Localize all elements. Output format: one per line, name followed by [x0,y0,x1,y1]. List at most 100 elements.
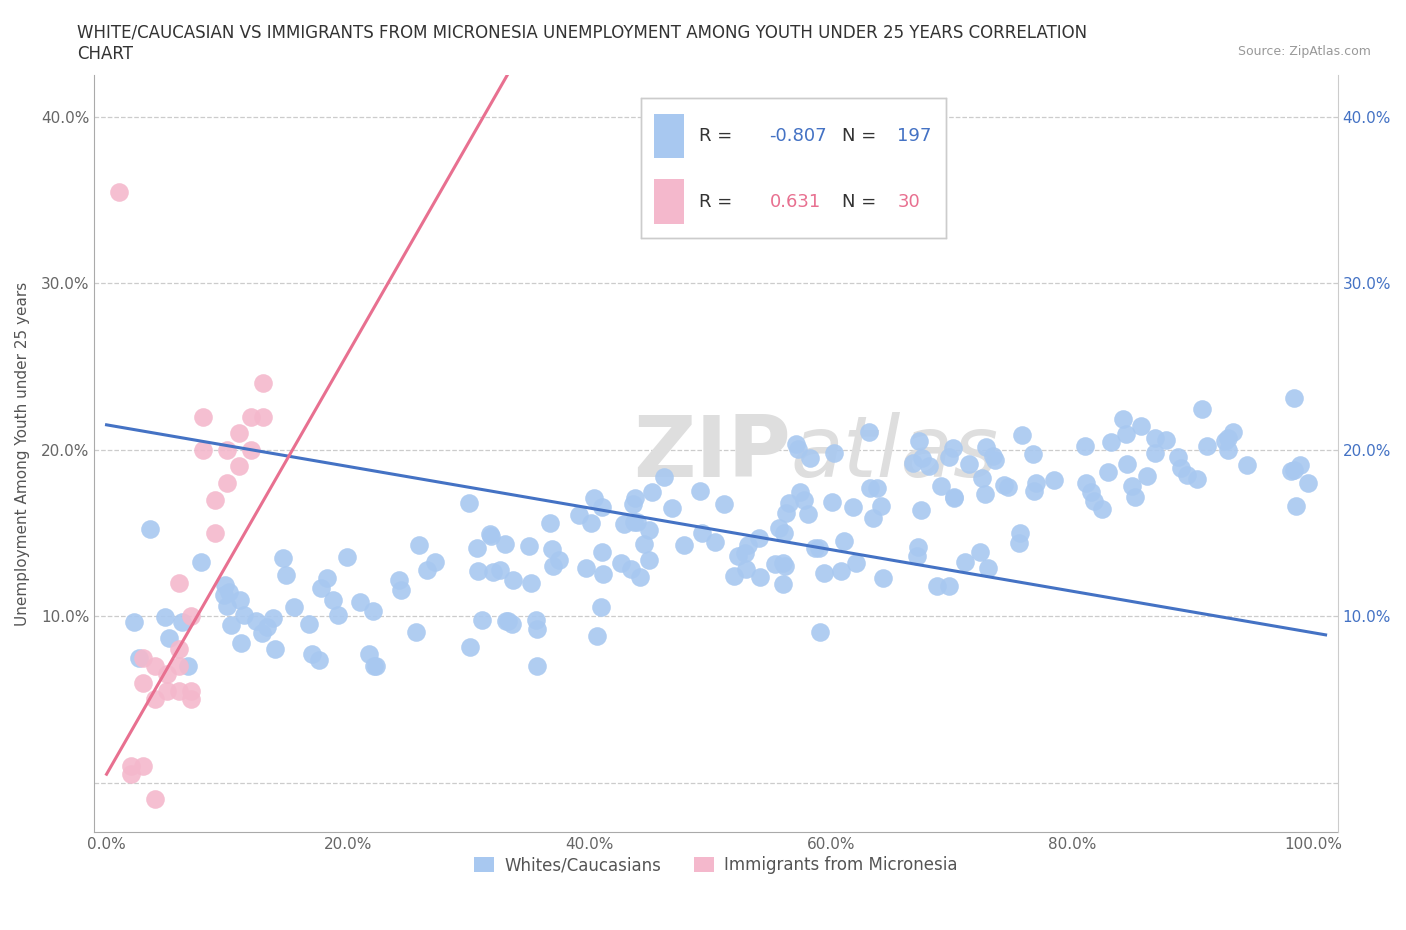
Point [349,594,371,609]
Point [524,613,547,628]
Point [167,684,190,698]
Point [797,506,820,521]
Point [240,443,263,458]
Point [823,445,845,460]
Point [1144,445,1167,460]
Point [107,184,129,199]
Point [938,578,960,593]
Point [540,542,562,557]
Point [308,653,330,668]
Point [723,568,745,583]
Point [1216,443,1239,458]
Point [1170,461,1192,476]
Legend: Whites/Caucasians, Immigrants from Micronesia: Whites/Caucasians, Immigrants from Micro… [468,849,965,881]
Point [143,791,166,806]
Point [458,496,481,511]
Point [713,497,735,512]
Point [969,544,991,559]
Point [167,642,190,657]
Point [496,614,519,629]
Point [981,448,1004,463]
Point [191,409,214,424]
Point [214,588,236,603]
Point [799,450,821,465]
Point [808,540,831,555]
Point [219,618,242,632]
Point [335,550,357,565]
Point [1282,463,1305,478]
Point [217,475,239,490]
Point [638,523,661,538]
Point [830,564,852,578]
Point [804,540,827,555]
Point [416,563,439,578]
Point [229,636,252,651]
Point [734,562,756,577]
Point [520,576,543,591]
Point [167,658,190,673]
Point [526,622,548,637]
Point [997,480,1019,495]
Point [190,554,212,569]
Point [283,600,305,615]
Point [156,684,179,698]
Point [970,471,993,485]
Point [425,555,447,570]
Point [167,576,190,591]
Point [633,537,655,551]
Point [479,526,502,541]
Point [309,580,332,595]
Point [1167,449,1189,464]
Point [1080,485,1102,499]
Point [793,493,815,508]
Point [132,675,155,690]
Point [870,498,893,513]
Point [907,539,929,554]
Text: CHART: CHART [77,45,134,62]
Text: ZIP: ZIP [633,412,790,496]
Point [479,529,502,544]
Point [143,658,166,673]
Point [180,609,202,624]
Point [177,658,200,673]
Point [1177,468,1199,483]
Point [122,615,145,630]
Point [808,625,831,640]
Point [628,570,651,585]
Point [328,607,350,622]
Point [748,530,770,545]
Point [908,433,931,448]
Point [501,617,523,631]
Point [218,584,240,599]
Point [132,759,155,774]
Point [734,545,756,560]
Point [316,570,339,585]
Point [591,600,613,615]
Point [494,537,516,551]
Point [638,552,661,567]
Point [943,491,966,506]
Point [1074,439,1097,454]
Point [252,409,274,424]
Point [1143,431,1166,445]
Point [128,651,150,666]
Point [298,617,321,631]
Point [471,613,494,628]
Point [458,640,481,655]
Point [613,516,636,531]
Text: atlas: atlas [790,412,998,496]
Point [568,508,591,523]
Point [1216,431,1239,445]
Point [1279,464,1302,479]
Point [274,568,297,583]
Point [768,521,790,536]
Point [252,626,274,641]
Point [262,610,284,625]
Point [918,458,941,473]
Point [905,549,928,564]
Point [623,515,645,530]
Point [785,437,807,452]
Point [1115,427,1137,442]
Point [156,667,179,682]
Point [526,658,548,673]
